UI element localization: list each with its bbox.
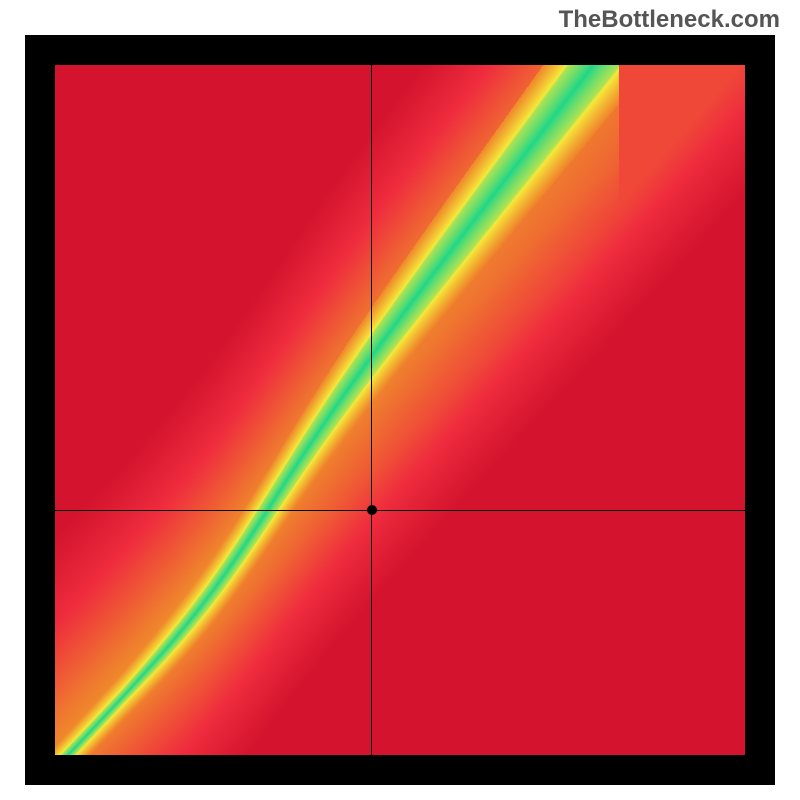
chart-frame (25, 35, 775, 785)
chart-plot-area (55, 65, 745, 755)
watermark-text: TheBottleneck.com (559, 6, 780, 34)
crosshair-horizontal (55, 510, 745, 511)
marker-dot (367, 505, 377, 515)
heatmap-canvas (55, 65, 745, 755)
crosshair-vertical (371, 65, 372, 755)
